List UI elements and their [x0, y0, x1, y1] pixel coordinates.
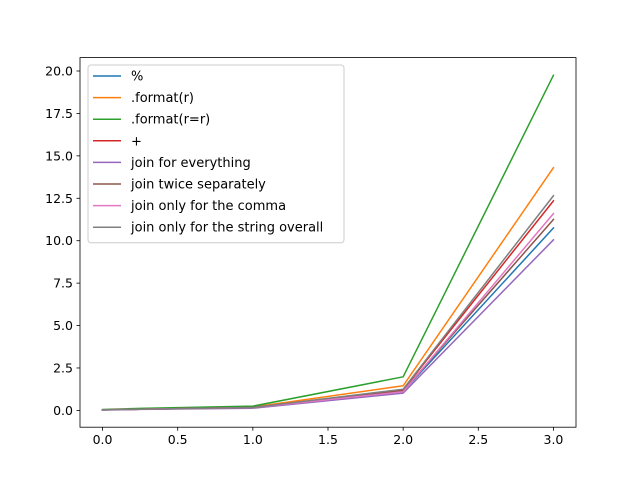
y-tick-label: 17.5 [45, 106, 73, 121]
series-line-8 [101, 194, 555, 411]
legend-label-2: .format(r) [131, 91, 194, 106]
y-tick-label: 7.5 [53, 276, 73, 291]
series-layer [101, 74, 555, 411]
x-tick-label: 0.0 [93, 432, 113, 447]
legend-label-6: join twice separately [130, 178, 266, 193]
legend-label-7: join only for the comma [130, 199, 286, 214]
legend-box [87, 64, 345, 244]
legend-label-1: % [131, 70, 143, 85]
x-tick-label: 1.0 [243, 432, 263, 447]
legend-label-8: join only for the string overall [130, 221, 323, 236]
y-tick-label: 0.0 [53, 403, 73, 418]
legend-label-3: .format(r=r) [131, 113, 210, 128]
x-tick-label: 1.5 [318, 432, 338, 447]
x-tick-label: 3.0 [544, 432, 564, 447]
y-tick-label: 20.0 [45, 64, 73, 79]
y-tick-label: 2.5 [53, 360, 73, 375]
y-tick-label: 15.0 [45, 148, 73, 163]
x-tick-label: 2.5 [468, 432, 488, 447]
y-tick-label: 10.0 [45, 233, 73, 248]
legend-label-4: + [131, 134, 142, 149]
y-tick-label: 12.5 [45, 191, 73, 206]
y-tick-label: 5.0 [53, 318, 73, 333]
x-tick-label: 2.0 [393, 432, 413, 447]
legend: % .format(r) .format(r=r) + join for everyth… [87, 64, 345, 244]
axes-layer: 0.0 0.5 1.0 1.5 2.0 2.5 3.0 0.0 2.5 5.0 7.5 10.0 12.… [45, 57, 577, 447]
x-tick-label: 0.5 [168, 432, 188, 447]
legend-label-5: join for everything [130, 156, 251, 171]
